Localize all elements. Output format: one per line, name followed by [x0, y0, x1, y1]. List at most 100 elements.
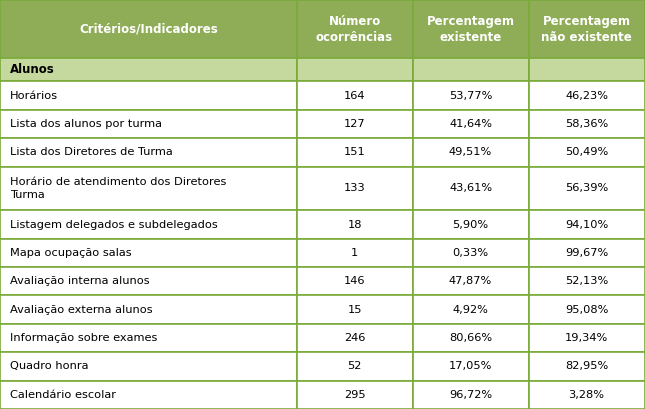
Text: 0,33%: 0,33%: [453, 248, 489, 258]
Text: 56,39%: 56,39%: [565, 183, 608, 193]
Bar: [297, 267, 413, 295]
Bar: [529, 324, 644, 352]
Bar: [0, 239, 297, 267]
Text: 5,90%: 5,90%: [453, 220, 489, 229]
Text: Horários: Horários: [10, 90, 58, 101]
Text: 95,08%: 95,08%: [565, 305, 608, 315]
Text: 295: 295: [344, 390, 365, 400]
Bar: [413, 239, 529, 267]
Text: 41,64%: 41,64%: [449, 119, 492, 129]
Bar: [529, 295, 644, 324]
Bar: [297, 166, 413, 210]
Text: Listagem delegados e subdelegados: Listagem delegados e subdelegados: [10, 220, 217, 229]
Text: Calendário escolar: Calendário escolar: [10, 390, 115, 400]
Bar: [413, 138, 529, 166]
Text: 19,34%: 19,34%: [565, 333, 608, 343]
Bar: [413, 210, 529, 239]
Bar: [529, 210, 644, 239]
Text: 4,92%: 4,92%: [453, 305, 488, 315]
Text: 58,36%: 58,36%: [565, 119, 608, 129]
Bar: [0, 210, 297, 239]
Bar: [0, 0, 297, 58]
Text: Percentagem
existente: Percentagem existente: [426, 15, 515, 44]
Bar: [297, 110, 413, 138]
Text: 53,77%: 53,77%: [449, 90, 492, 101]
Text: Critérios/Indicadores: Critérios/Indicadores: [79, 23, 217, 36]
Bar: [297, 352, 413, 381]
Bar: [529, 110, 644, 138]
Text: Lista dos Diretores de Turma: Lista dos Diretores de Turma: [10, 147, 172, 157]
Bar: [529, 58, 644, 81]
Text: 3,28%: 3,28%: [569, 390, 604, 400]
Bar: [0, 58, 297, 81]
Text: Avaliação interna alunos: Avaliação interna alunos: [10, 276, 149, 286]
Text: 82,95%: 82,95%: [565, 362, 608, 371]
Bar: [413, 295, 529, 324]
Bar: [529, 166, 644, 210]
Text: Percentagem
não existente: Percentagem não existente: [541, 15, 632, 44]
Bar: [529, 267, 644, 295]
Bar: [413, 110, 529, 138]
Bar: [0, 295, 297, 324]
Text: 164: 164: [344, 90, 365, 101]
Text: 15: 15: [347, 305, 362, 315]
Bar: [0, 166, 297, 210]
Text: Informação sobre exames: Informação sobre exames: [10, 333, 157, 343]
Text: 146: 146: [344, 276, 365, 286]
Bar: [529, 352, 644, 381]
Text: Horário de atendimento dos Diretores
Turma: Horário de atendimento dos Diretores Tur…: [10, 177, 226, 200]
Text: Lista dos alunos por turma: Lista dos alunos por turma: [10, 119, 162, 129]
Bar: [0, 267, 297, 295]
Bar: [297, 324, 413, 352]
Text: 50,49%: 50,49%: [565, 147, 608, 157]
Bar: [297, 239, 413, 267]
Bar: [0, 324, 297, 352]
Text: 246: 246: [344, 333, 365, 343]
Bar: [413, 0, 529, 58]
Text: 80,66%: 80,66%: [449, 333, 492, 343]
Text: Alunos: Alunos: [10, 63, 54, 76]
Text: 43,61%: 43,61%: [449, 183, 492, 193]
Bar: [413, 267, 529, 295]
Bar: [529, 0, 644, 58]
Bar: [529, 81, 644, 110]
Bar: [413, 58, 529, 81]
Bar: [0, 381, 297, 409]
Text: 1: 1: [351, 248, 358, 258]
Text: Mapa ocupação salas: Mapa ocupação salas: [10, 248, 132, 258]
Bar: [413, 381, 529, 409]
Text: 49,51%: 49,51%: [449, 147, 492, 157]
Text: Avaliação externa alunos: Avaliação externa alunos: [10, 305, 152, 315]
Text: 18: 18: [347, 220, 362, 229]
Bar: [297, 295, 413, 324]
Bar: [0, 352, 297, 381]
Text: 133: 133: [344, 183, 366, 193]
Bar: [297, 210, 413, 239]
Text: 52,13%: 52,13%: [565, 276, 608, 286]
Text: 17,05%: 17,05%: [449, 362, 492, 371]
Bar: [297, 138, 413, 166]
Bar: [297, 81, 413, 110]
Text: 96,72%: 96,72%: [449, 390, 492, 400]
Bar: [297, 58, 413, 81]
Bar: [529, 381, 644, 409]
Text: 151: 151: [344, 147, 366, 157]
Bar: [0, 138, 297, 166]
Text: 99,67%: 99,67%: [565, 248, 608, 258]
Text: 52: 52: [348, 362, 362, 371]
Bar: [297, 381, 413, 409]
Bar: [529, 138, 644, 166]
Bar: [0, 81, 297, 110]
Bar: [413, 81, 529, 110]
Text: Quadro honra: Quadro honra: [10, 362, 88, 371]
Text: 46,23%: 46,23%: [565, 90, 608, 101]
Text: 127: 127: [344, 119, 365, 129]
Text: 47,87%: 47,87%: [449, 276, 492, 286]
Bar: [413, 352, 529, 381]
Bar: [413, 324, 529, 352]
Text: Número
ocorrências: Número ocorrências: [316, 15, 393, 44]
Bar: [413, 166, 529, 210]
Bar: [0, 110, 297, 138]
Text: 94,10%: 94,10%: [565, 220, 608, 229]
Bar: [529, 239, 644, 267]
